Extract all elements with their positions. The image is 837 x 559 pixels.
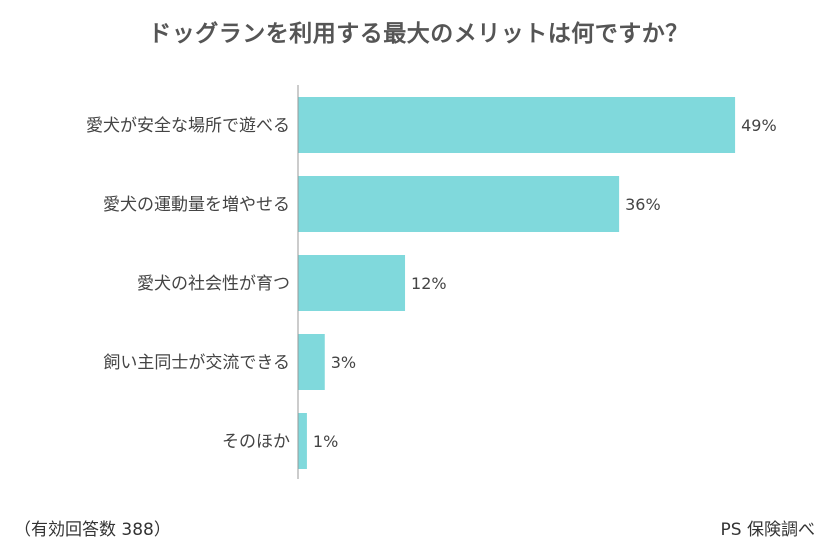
value-label: 1% (313, 432, 338, 451)
bar (298, 255, 406, 311)
category-label: 愛犬の運動量を増やせる (103, 195, 290, 215)
response-count-note: （有効回答数 388） (14, 520, 171, 540)
value-label: 12% (411, 274, 447, 293)
category-label: 愛犬が安全な場所で遊べる (86, 116, 290, 136)
bar (298, 97, 736, 153)
bar (298, 413, 307, 469)
value-label: 3% (331, 353, 356, 372)
category-label: 飼い主同士が交流できる (103, 353, 290, 373)
bar (298, 334, 325, 390)
source-label: PS 保険調べ (720, 520, 815, 540)
value-label: 49% (741, 116, 777, 135)
category-label: 愛犬の社会性が育つ (137, 274, 290, 294)
value-label: 36% (625, 195, 661, 214)
category-label: そのほか (222, 432, 290, 452)
bar (298, 176, 620, 232)
chart-title: ドッグランを利用する最大のメリットは何ですか？ (148, 21, 689, 47)
